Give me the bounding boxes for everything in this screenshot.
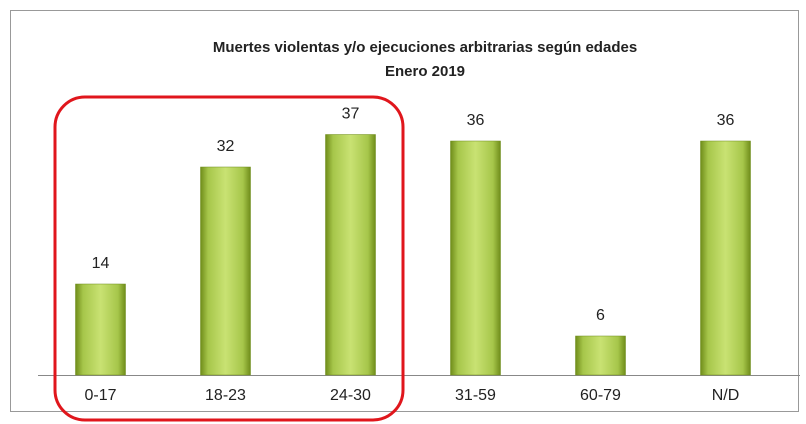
x-tick-label: 60-79 xyxy=(580,387,621,404)
data-label: 14 xyxy=(92,255,110,272)
chart-subtitle: Enero 2019 xyxy=(385,63,465,80)
chart-title: Muertes violentas y/o ejecuciones arbitr… xyxy=(213,39,637,56)
bar xyxy=(575,335,626,376)
data-label: 6 xyxy=(596,307,605,324)
x-tick-label: 18-23 xyxy=(205,387,246,404)
bar xyxy=(75,283,126,376)
data-label: 36 xyxy=(467,112,485,129)
bar xyxy=(200,166,251,376)
highlight-box xyxy=(53,95,405,422)
x-tick-label: 0-17 xyxy=(84,387,116,404)
x-tick-label: 31-59 xyxy=(455,387,496,404)
data-label: 37 xyxy=(342,106,360,123)
bar xyxy=(700,140,751,376)
data-label: 32 xyxy=(217,138,235,155)
data-label: 36 xyxy=(717,112,735,129)
x-tick-label: N/D xyxy=(712,387,740,404)
x-tick-label: 24-30 xyxy=(330,387,371,404)
bar xyxy=(325,134,376,376)
bar xyxy=(450,140,501,376)
